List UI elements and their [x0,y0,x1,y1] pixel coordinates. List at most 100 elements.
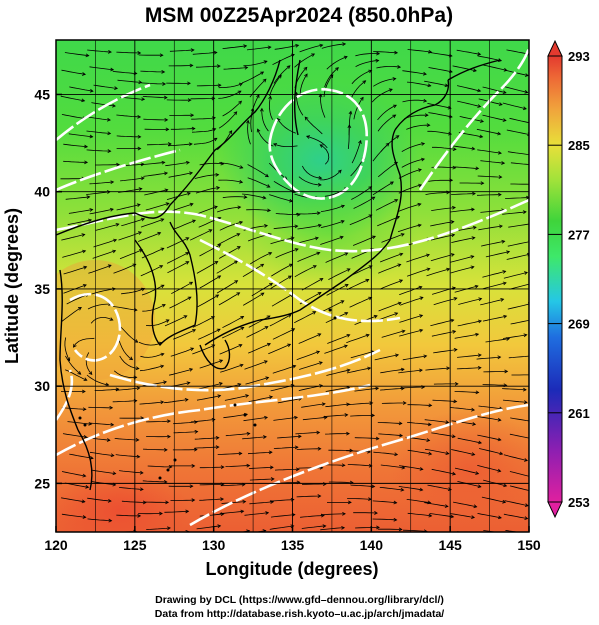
warm-region-southwest [56,470,190,532]
streamline [480,209,505,213]
streamline-arrowhead [256,128,261,133]
streamline-arrowhead [137,114,142,119]
streamline-arrowhead [213,205,218,210]
streamline [169,368,193,376]
streamline-arrowhead [237,90,242,95]
streamline-arrowhead [246,431,251,436]
streamline [172,219,196,230]
streamline [139,365,164,372]
streamline [273,446,298,449]
streamline [140,218,164,228]
streamline-arrowhead [530,475,533,478]
streamline [275,248,299,259]
streamline [454,333,479,339]
streamline [346,279,369,291]
streamline-arrowhead [371,235,376,240]
streamline [269,499,294,502]
streamline-arrowhead [422,71,427,76]
streamline-arrowhead [228,130,233,135]
streamline-arrowhead [329,74,334,79]
streamline [398,369,423,374]
streamline [505,197,529,199]
streamline [425,367,450,371]
longitude-ticks: 120 125 130 135 140 145 150 [44,526,541,553]
streamline [355,53,380,57]
streamline-arrowhead [159,53,164,58]
streamline [351,186,372,200]
streamline-arrowhead [346,334,351,338]
streamline-arrowhead [242,499,247,504]
streamline-arrowhead [211,417,216,422]
streamline-arrowhead [266,184,271,188]
streamline [199,466,224,469]
streamline [166,252,189,264]
streamline-arrowhead [367,366,372,371]
streamline-arrowhead [188,142,193,147]
streamline-arrowhead [89,134,94,139]
streamline-arrowhead [532,163,535,166]
streamline [225,433,250,437]
streamline [502,388,527,391]
streamline-arrowhead [160,352,165,357]
streamline [483,64,507,71]
streamline-arrowhead [216,186,221,190]
streamline-arrowhead [167,434,171,439]
streamline-arrowhead [287,343,292,348]
streamline-arrowhead [112,103,116,108]
streamline [432,399,457,402]
streamline-arrowhead [82,407,87,412]
streamline-arrowhead [446,366,451,371]
streamline-arrowhead [445,420,450,424]
streamline [70,534,94,535]
streamline [428,52,452,57]
streamline [294,265,317,278]
streamline [372,143,390,162]
streamline [116,135,141,138]
streamline [397,203,421,212]
streamline-arrowhead [110,422,115,427]
streamline [426,268,450,277]
streamline-arrowhead [532,183,535,186]
streamline-arrowhead [189,281,194,286]
streamline-arrowhead [81,98,86,103]
streamline-arrowhead [319,278,324,282]
streamline [457,100,481,107]
streamline [478,405,503,410]
streamline-arrowhead [165,202,170,206]
streamline [86,149,111,152]
streamline-arrowhead [218,382,223,386]
streamline-arrowhead [137,134,142,139]
streamline [295,432,320,435]
streamline [377,216,400,227]
streamline-arrowhead [385,142,390,147]
streamline [113,306,137,311]
streamline [433,349,457,354]
streamline-arrowhead [159,511,163,516]
streamline-arrowhead [427,83,432,88]
streamline-arrowhead [428,451,433,456]
streamline-arrowhead [497,131,502,136]
streamline-arrowhead [160,364,165,369]
streamline [243,60,268,67]
streamline-arrowhead [452,330,457,334]
streamline [272,328,295,340]
streamline [146,527,171,530]
streamline-arrowhead [419,328,424,333]
streamline-arrowhead [192,219,196,224]
streamline-arrowhead [426,253,430,258]
streamline-arrowhead [82,284,87,288]
streamline [196,395,221,401]
streamline [324,345,348,354]
streamline [376,66,401,69]
streamline [406,124,430,130]
streamline-arrowhead [259,107,264,112]
streamline-arrowhead [451,233,456,238]
streamline [407,449,432,455]
streamline-arrowhead [401,329,406,334]
streamline-arrowhead [319,43,324,48]
streamline [298,333,321,344]
streamline [482,315,507,322]
streamline-arrowhead [423,354,428,359]
streamline [61,471,86,477]
streamline-arrowhead [344,312,349,316]
